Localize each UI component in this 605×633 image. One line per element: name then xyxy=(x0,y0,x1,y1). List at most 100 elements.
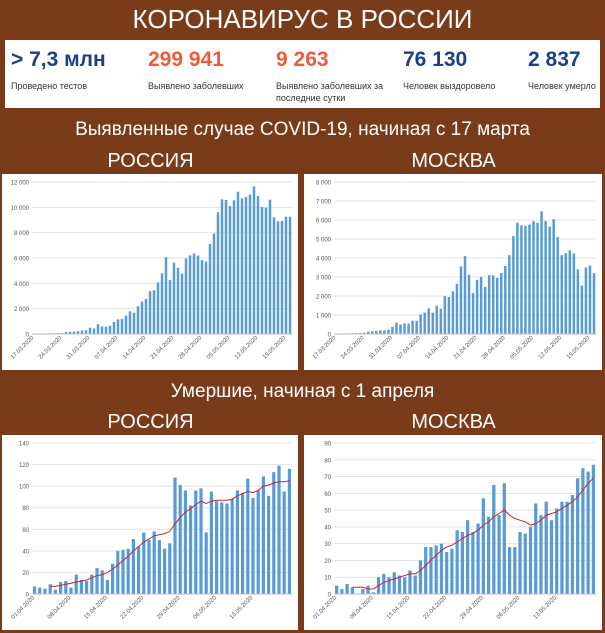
bar xyxy=(387,329,390,334)
bar xyxy=(572,253,576,334)
x-tick-label: 21.04.2020 xyxy=(453,335,479,361)
bar xyxy=(288,216,292,334)
bar xyxy=(476,523,480,594)
bar xyxy=(350,587,354,594)
bar xyxy=(487,275,491,334)
x-tick-label: 19.05.2020 xyxy=(262,335,288,361)
y-tick-label: 10 000 xyxy=(11,206,30,212)
bar xyxy=(427,308,430,334)
x-tick-label: 05.05.2020 xyxy=(509,335,535,361)
bar xyxy=(534,503,538,594)
x-tick-label: 14.04.2020 xyxy=(122,335,148,361)
bar xyxy=(424,547,428,594)
bar xyxy=(580,285,584,334)
bar xyxy=(176,267,180,334)
bar xyxy=(447,296,451,334)
x-tick-label: 22.04.2020 xyxy=(120,595,146,621)
bar xyxy=(588,265,592,334)
stat-deaths-value: 2 837 xyxy=(528,48,581,71)
bar xyxy=(540,211,543,334)
bar xyxy=(152,531,156,594)
bar xyxy=(459,266,463,334)
bar xyxy=(80,330,84,334)
bar xyxy=(497,515,501,594)
bar xyxy=(68,331,72,334)
bar xyxy=(126,548,130,594)
y-tick-label: 60 xyxy=(324,492,331,498)
bar xyxy=(79,579,84,594)
bar xyxy=(481,498,485,594)
bar xyxy=(375,330,378,334)
bar xyxy=(528,526,533,594)
page-title: КОРОНАВИРУС В РОССИИ xyxy=(132,4,473,34)
x-tick-label: 29.04.2020 xyxy=(459,595,485,621)
bar xyxy=(251,498,255,594)
x-tick-label: 24.03.2020 xyxy=(38,335,64,361)
bar xyxy=(413,575,417,594)
y-tick-label: 4 000 xyxy=(14,282,30,288)
bar xyxy=(74,574,78,594)
x-tick-label: 13.05.2020 xyxy=(229,595,255,621)
bar xyxy=(423,312,426,334)
bar xyxy=(96,324,100,334)
bar xyxy=(95,568,99,594)
bar xyxy=(131,538,136,594)
bar xyxy=(460,531,465,594)
bar xyxy=(69,587,73,594)
y-tick-label: 10 xyxy=(324,576,331,582)
bar xyxy=(507,547,512,594)
bar xyxy=(516,222,519,334)
y-tick-label: 30 xyxy=(324,542,331,548)
x-tick-label: 07.04.2020 xyxy=(397,335,423,361)
bar xyxy=(391,326,394,334)
x-tick-label: 28.04.2020 xyxy=(481,335,507,361)
bar xyxy=(399,324,402,334)
y-tick-label: 120 xyxy=(19,463,30,469)
bar xyxy=(152,290,156,334)
bar xyxy=(147,540,151,594)
bar xyxy=(100,326,104,334)
x-tick-label: 29.04.2020 xyxy=(156,595,182,621)
bar xyxy=(552,219,555,334)
bar xyxy=(252,186,256,334)
x-tick-label: 08.04.2020 xyxy=(349,595,375,621)
bar xyxy=(532,221,535,334)
y-tick-label: 2 000 xyxy=(316,295,332,301)
bar xyxy=(90,574,94,594)
bar xyxy=(392,572,396,594)
y-tick-label: 8 000 xyxy=(14,231,30,237)
bar xyxy=(208,244,212,334)
bar xyxy=(524,225,527,334)
bar xyxy=(379,330,382,334)
bar xyxy=(513,547,517,594)
bar xyxy=(576,478,580,594)
bar xyxy=(495,277,499,334)
y-tick-label: 6 000 xyxy=(14,257,30,263)
y-tick-label: 60 xyxy=(22,528,29,534)
bar xyxy=(88,327,92,334)
bar xyxy=(116,319,120,334)
bar xyxy=(140,301,144,334)
x-tick-label: 01.04.2020 xyxy=(313,595,339,621)
bar xyxy=(220,199,224,334)
bar xyxy=(361,588,365,594)
bar xyxy=(536,222,539,334)
y-tick-label: 3 000 xyxy=(316,276,332,282)
bar xyxy=(180,273,184,334)
stat-tests-label: Проведено тестов xyxy=(11,81,88,91)
bar xyxy=(228,206,232,334)
bar xyxy=(584,267,588,334)
bar xyxy=(168,279,172,334)
x-tick-label: 12.05.2020 xyxy=(234,335,260,361)
bar xyxy=(345,583,349,594)
bar xyxy=(439,543,444,594)
bar xyxy=(486,516,491,594)
bar xyxy=(439,308,443,334)
bar xyxy=(371,592,375,594)
y-tick-label: 0 xyxy=(328,593,332,599)
bar xyxy=(479,277,483,334)
x-tick-label: 06.05.2020 xyxy=(496,595,522,621)
stat-tests-value: > 7,3 млн xyxy=(11,48,106,71)
y-tick-label: 20 xyxy=(324,559,331,565)
bar xyxy=(172,262,176,334)
